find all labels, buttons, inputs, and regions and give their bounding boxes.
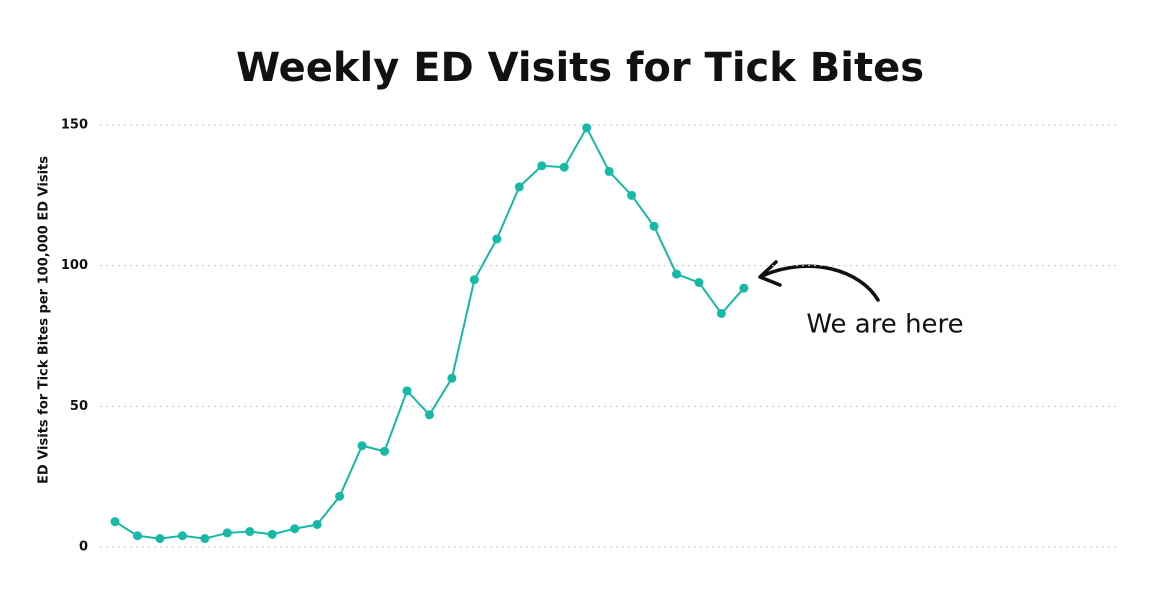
point — [672, 269, 681, 279]
point — [649, 221, 659, 231]
point — [155, 534, 165, 544]
point — [604, 166, 614, 176]
point — [312, 519, 322, 529]
point — [694, 278, 704, 288]
point — [110, 517, 120, 527]
y-tick-label: 50 — [70, 399, 88, 414]
point — [716, 308, 726, 318]
point — [380, 446, 390, 456]
point — [290, 524, 300, 534]
point — [537, 161, 547, 171]
annotation: We are here — [806, 310, 963, 340]
point — [424, 410, 434, 420]
point — [357, 441, 367, 451]
y-tick-label: 100 — [61, 258, 88, 273]
point — [222, 528, 232, 538]
point — [447, 373, 457, 383]
point — [469, 275, 479, 285]
point — [739, 283, 749, 293]
point — [559, 162, 569, 172]
point — [245, 527, 255, 537]
annotation-arrowhead — [758, 260, 782, 287]
y-tick-label: 150 — [61, 118, 88, 133]
point — [200, 534, 210, 544]
line — [114, 125, 745, 540]
point — [177, 531, 187, 541]
point — [514, 182, 524, 192]
point — [627, 190, 637, 200]
y-axis-label: ED Visits for Tick Bites per 100,000 ED … — [37, 156, 52, 484]
point — [132, 531, 142, 541]
point — [582, 123, 592, 133]
chart-title: Weekly ED Visits for Tick Bites — [236, 45, 924, 91]
point — [402, 386, 412, 396]
point — [335, 491, 345, 501]
y-tick-label: 0 — [79, 540, 88, 555]
point — [492, 234, 502, 244]
point — [267, 529, 277, 539]
annotation-arrow — [760, 264, 880, 302]
